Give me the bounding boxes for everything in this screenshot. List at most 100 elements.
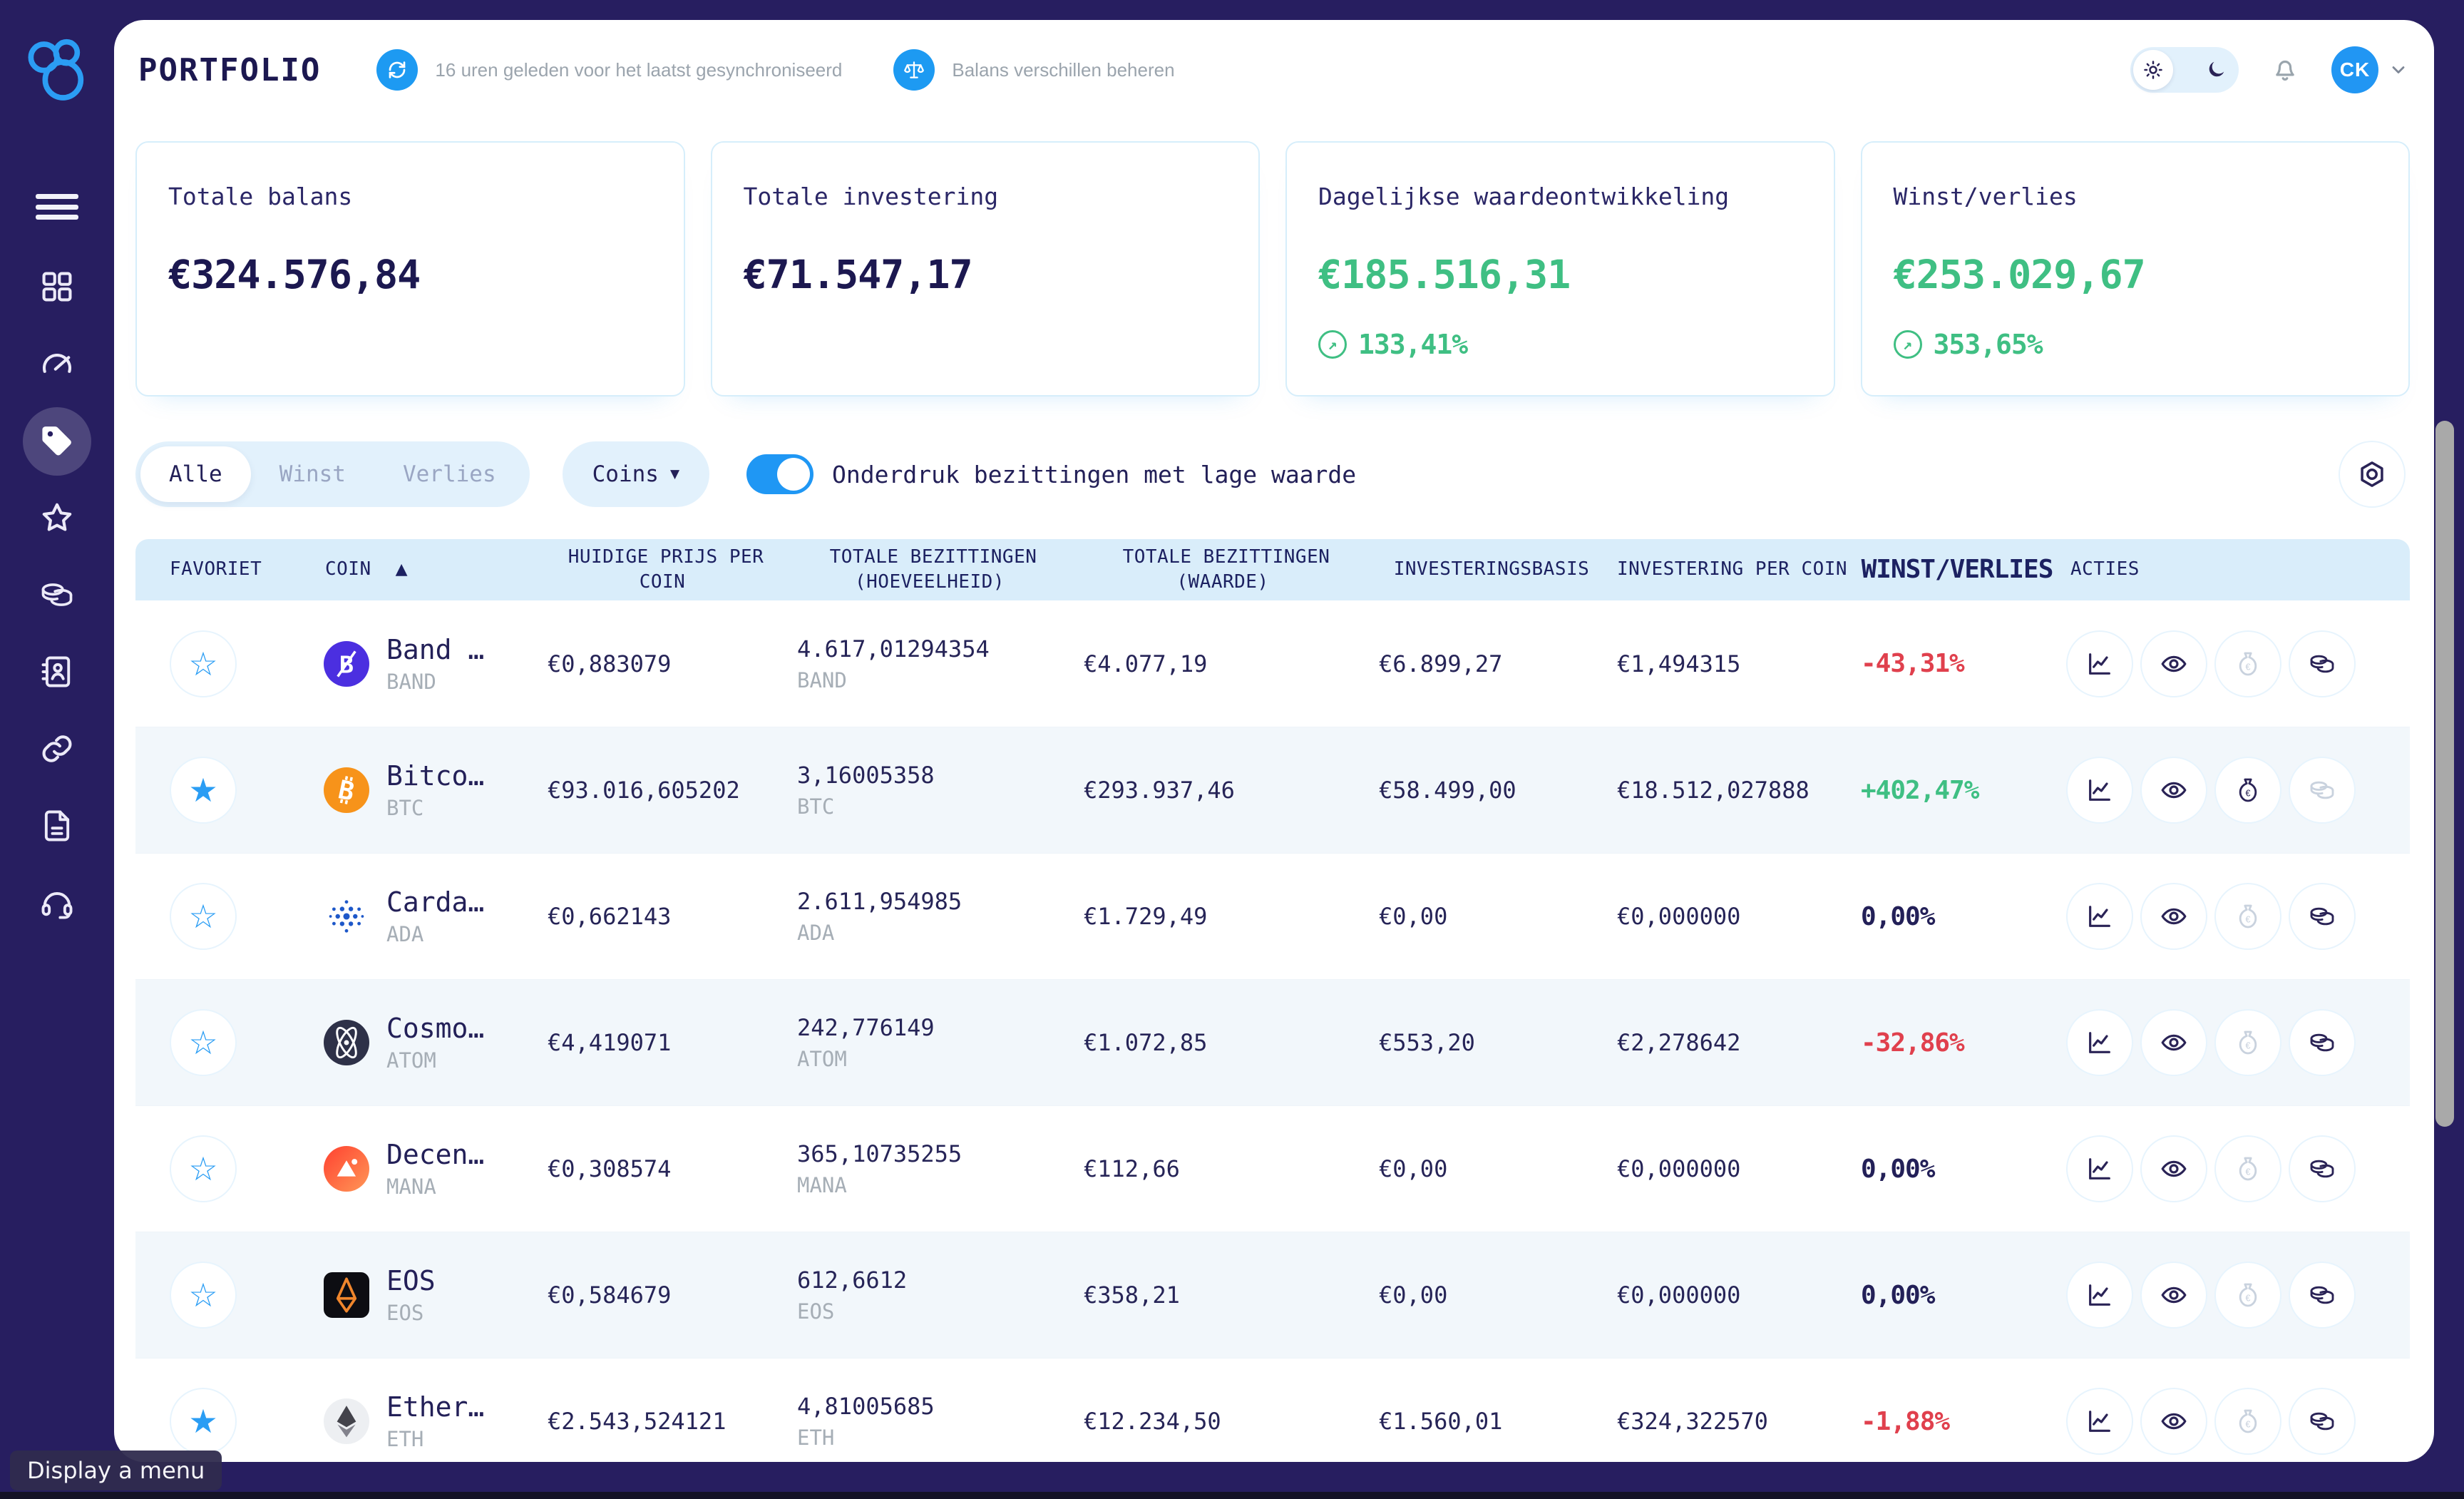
watch-action-button[interactable]	[2140, 883, 2207, 950]
chart-action-button[interactable]	[2066, 1262, 2133, 1329]
column-header[interactable]: FAVORIET	[170, 558, 262, 580]
theme-toggle[interactable]	[2130, 47, 2239, 93]
filter-tab-winst[interactable]: Winst	[251, 446, 374, 502]
table-settings-button[interactable]	[2339, 441, 2406, 508]
sidebar-item-dashboard-grid[interactable]	[23, 253, 91, 322]
favorite-button[interactable]: ☆	[170, 1262, 237, 1329]
money-bag-euro-icon: €	[2239, 1409, 2257, 1433]
app-logo-icon	[21, 37, 93, 108]
favorite-button[interactable]: ☆	[170, 1135, 237, 1202]
table-row-ada: ☆ Carda… ADA €0,662143 2.611,954985 ADA …	[135, 853, 2410, 979]
coins-action-button[interactable]	[2289, 1388, 2356, 1455]
column-header[interactable]: INVESTERINGSBASIS	[1393, 558, 1590, 580]
investment-action-button[interactable]: €	[2214, 883, 2281, 950]
column-header[interactable]: COIN ▲	[325, 558, 409, 580]
coin-name[interactable]: Ether…	[386, 1391, 485, 1423]
menu-toggle-button[interactable]	[36, 191, 78, 222]
coins-dropdown[interactable]: Coins ▼	[562, 441, 710, 507]
stat-value: €185.516,31	[1318, 252, 1571, 297]
contacts-icon	[38, 653, 76, 692]
table-row-eos: ☆ EOS EOS €0,584679 612,6612 EOS €358,21…	[135, 1232, 2410, 1358]
coins-action-button[interactable]	[2289, 757, 2356, 824]
holdings-amount: 612,6612	[797, 1267, 908, 1294]
favorite-button[interactable]: ☆	[170, 1009, 237, 1076]
favorite-button[interactable]: ★	[170, 757, 237, 824]
filter-tab-alle[interactable]: Alle	[140, 446, 251, 502]
current-price: €0,308574	[548, 1155, 672, 1182]
coins-action-button[interactable]	[2289, 1009, 2356, 1076]
sidebar-item-link[interactable]	[23, 715, 91, 784]
user-menu[interactable]: CK	[2331, 46, 2408, 93]
sidebar-item-tag[interactable]	[23, 407, 91, 476]
stat-label: Dagelijkse waardeontwikkeling	[1318, 183, 1730, 210]
balance-diff-button[interactable]: Balans verschillen beheren	[893, 49, 1175, 91]
holdings-ticker: ADA	[797, 921, 835, 945]
stat-label: Totale balans	[168, 183, 353, 210]
coin-name[interactable]: Cosmo…	[386, 1013, 485, 1044]
chart-action-button[interactable]	[2066, 757, 2133, 824]
investment-action-button[interactable]: €	[2214, 1135, 2281, 1202]
column-header[interactable]: WINST/VERLIES	[1861, 554, 2054, 584]
favorite-button[interactable]: ☆	[170, 883, 237, 950]
notifications-button[interactable]	[2270, 54, 2300, 86]
star-icon: ☆	[188, 1276, 218, 1314]
coin-name[interactable]: Carda…	[386, 886, 485, 918]
investment-per-coin: €0,000000	[1617, 1281, 1741, 1309]
column-header[interactable]: TOTALE BEZITTINGEN (HOEVEELHEID)	[829, 546, 1037, 593]
eye-icon	[2161, 908, 2187, 925]
chart-action-button[interactable]	[2066, 883, 2133, 950]
investment-action-button[interactable]: €	[2214, 1388, 2281, 1455]
watch-action-button[interactable]	[2140, 1262, 2207, 1329]
chart-action-button[interactable]	[2066, 630, 2133, 697]
favorite-button[interactable]: ★	[170, 1388, 237, 1455]
coin-name[interactable]: Decen…	[386, 1139, 485, 1170]
column-header[interactable]: HUIDIGE PRIJS PER COIN	[568, 546, 764, 593]
coins-action-button[interactable]	[2289, 1135, 2356, 1202]
sidebar-item-document[interactable]	[23, 792, 91, 861]
watch-action-button[interactable]	[2140, 1009, 2207, 1076]
investment-basis: €553,20	[1379, 1029, 1475, 1056]
favorite-button[interactable]: ☆	[170, 630, 237, 697]
profit-loss-percent: 0,00%	[1861, 901, 1935, 931]
current-price: €0,584679	[548, 1281, 672, 1309]
coins-action-button[interactable]	[2289, 883, 2356, 950]
holdings-ticker: MANA	[797, 1173, 847, 1197]
sync-status-button[interactable]: 16 uren geleden voor het laatst gesynchr…	[376, 49, 842, 91]
watch-action-button[interactable]	[2140, 1388, 2207, 1455]
coins-stack-icon	[2310, 1160, 2334, 1178]
gear-icon	[2361, 461, 2383, 487]
holdings-table: FAVORIET COIN ▲ HUIDIGE PRIJS PER COIN TO…	[135, 539, 2410, 1462]
watch-action-button[interactable]	[2140, 1135, 2207, 1202]
tag-icon	[38, 422, 76, 461]
chart-action-button[interactable]	[2066, 1135, 2133, 1202]
chart-action-button[interactable]	[2066, 1388, 2133, 1455]
investment-action-button[interactable]: €	[2214, 757, 2281, 824]
investment-action-button[interactable]: €	[2214, 1009, 2281, 1076]
sidebar-item-coins[interactable]	[23, 561, 91, 630]
sidebar-nav	[23, 253, 91, 938]
coin-name[interactable]: Bitco…	[386, 760, 485, 792]
column-header[interactable]: ACTIES	[2070, 558, 2140, 580]
watch-action-button[interactable]	[2140, 630, 2207, 697]
suppress-low-value-toggle[interactable]	[746, 454, 814, 494]
star-icon: ☆	[188, 1023, 218, 1062]
coins-stack-icon	[2310, 655, 2334, 672]
coin-name[interactable]: EOS	[386, 1265, 436, 1296]
coin-name[interactable]: Band …	[386, 633, 485, 665]
column-header[interactable]: INVESTERING PER COIN	[1617, 558, 1848, 580]
sidebar-item-star[interactable]	[23, 484, 91, 553]
filter-bar: Alle Winst Verlies Coins ▼ Onderdruk bez…	[135, 441, 2406, 508]
column-header[interactable]: TOTALE BEZITTINGEN (WAARDE)	[1122, 546, 1330, 593]
chart-action-button[interactable]	[2066, 1009, 2133, 1076]
coins-action-button[interactable]	[2289, 1262, 2356, 1329]
filter-tab-verlies[interactable]: Verlies	[374, 446, 525, 502]
sidebar-item-gauge[interactable]	[23, 330, 91, 399]
coins-action-button[interactable]	[2289, 630, 2356, 697]
sidebar-item-support-headset[interactable]	[23, 869, 91, 938]
sidebar-item-contacts[interactable]	[23, 638, 91, 707]
investment-action-button[interactable]: €	[2214, 1262, 2281, 1329]
current-price: €2.543,524121	[548, 1408, 727, 1435]
investment-action-button[interactable]: €	[2214, 630, 2281, 697]
watch-action-button[interactable]	[2140, 757, 2207, 824]
scrollbar-thumb[interactable]	[2435, 421, 2454, 1127]
